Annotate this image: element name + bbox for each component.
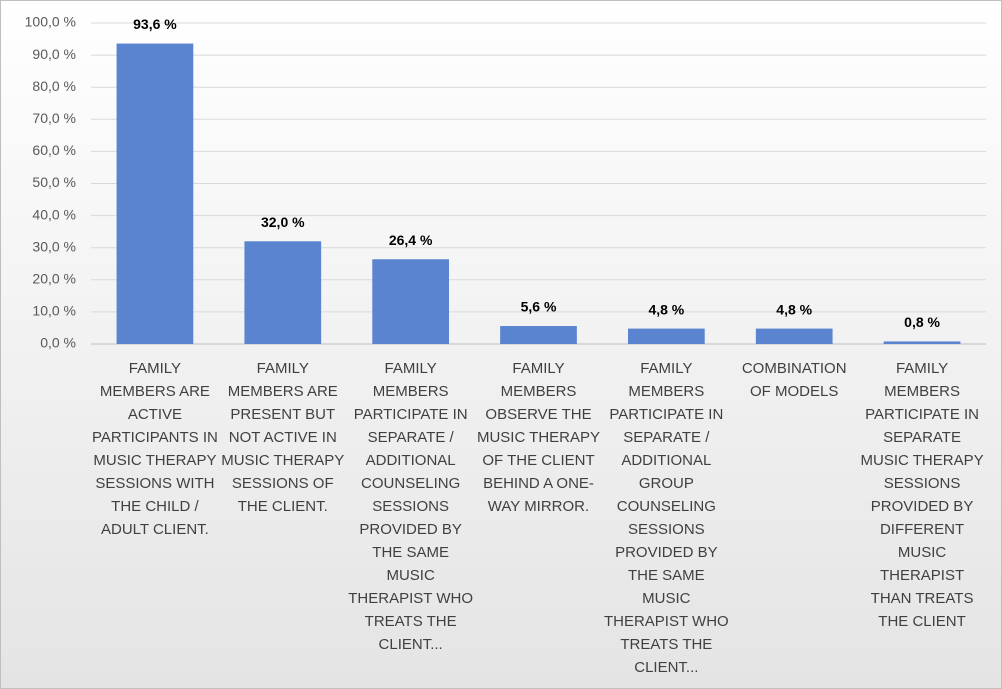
x-tick-label: FAMILY MEMBERS PARTICIPATE IN SEPARATE M…	[860, 360, 984, 630]
bar	[500, 326, 577, 344]
value-label: 26,4 %	[389, 232, 433, 248]
x-tick-label: FAMILY MEMBERS ARE PRESENT BUT NOT ACTIV…	[221, 360, 345, 515]
y-tick-label: 50,0 %	[32, 174, 76, 190]
bar	[883, 341, 961, 344]
x-tick-label: FAMILY MEMBERS PARTICIPATE IN SEPARATE /…	[603, 360, 729, 676]
y-tick-label: 100,0 %	[25, 14, 76, 30]
bar	[116, 43, 194, 344]
x-tick-label: FAMILY MEMBERS PARTICIPATE IN SEPARATE /…	[348, 360, 473, 653]
value-label: 4,8 %	[648, 301, 684, 317]
value-label: 93,6 %	[133, 16, 177, 32]
value-label: 32,0 %	[261, 214, 305, 230]
value-label: 5,6 %	[521, 299, 557, 315]
bar	[628, 328, 705, 344]
y-tick-label: 60,0 %	[32, 142, 76, 158]
y-tick-label: 70,0 %	[32, 110, 76, 126]
value-label: 0,8 %	[904, 314, 940, 330]
y-tick-label: 20,0 %	[32, 271, 76, 287]
bar	[372, 259, 449, 344]
bar	[755, 328, 833, 344]
y-tick-label: 30,0 %	[32, 238, 76, 254]
value-label: 4,8 %	[776, 301, 812, 317]
x-tick-label: FAMILY MEMBERS OBSERVE THE MUSIC THERAPY…	[476, 360, 601, 515]
bar	[244, 241, 322, 344]
y-tick-label: 90,0 %	[32, 46, 76, 62]
x-tick-label: FAMILY MEMBERS ARE ACTIVE PARTICIPANTS I…	[91, 360, 218, 538]
x-tick-label: COMBINATION OF MODELS	[741, 360, 847, 400]
y-tick-label: 10,0 %	[32, 303, 76, 319]
y-tick-label: 40,0 %	[32, 206, 76, 222]
y-tick-label: 0,0 %	[40, 335, 76, 351]
y-tick-label: 80,0 %	[32, 78, 76, 94]
